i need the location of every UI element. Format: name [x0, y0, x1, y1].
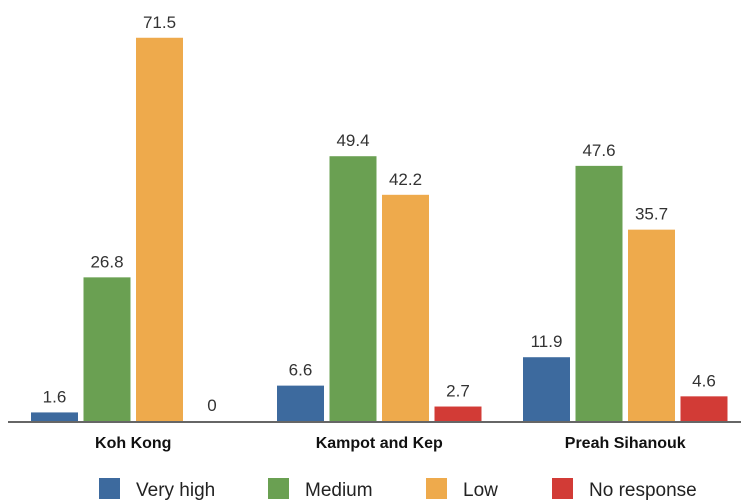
bars-layer — [31, 37, 728, 421]
data-label-preah-sihanouk-medium: 47.6 — [582, 141, 615, 160]
data-label-koh-kong-low: 71.5 — [143, 13, 176, 32]
bar-preah-sihanouk-very-high — [523, 357, 570, 421]
category-label-koh-kong: Koh Kong — [95, 435, 171, 452]
data-label-kampot-and-kep-medium: 49.4 — [336, 131, 369, 150]
legend: Very high Medium Low No response — [99, 478, 697, 501]
bar-koh-kong-very-high — [31, 412, 78, 421]
data-label-kampot-and-kep-very-high: 6.6 — [289, 361, 313, 380]
legend-swatch-low — [426, 478, 447, 499]
bar-preah-sihanouk-no-response — [680, 396, 728, 421]
data-labels-layer: 1.6 26.8 71.5 0 6.6 49.4 42.2 2.7 11.9 47.6 35.7 4.… — [43, 13, 716, 415]
bar-kampot-and-kep-very-high — [277, 385, 324, 421]
bar-preah-sihanouk-medium — [575, 165, 623, 421]
data-label-preah-sihanouk-no-response: 4.6 — [692, 371, 716, 390]
category-label-preah-sihanouk: Preah Sihanouk — [565, 435, 686, 452]
bar-koh-kong-medium — [83, 277, 131, 421]
legend-label-low: Low — [463, 480, 498, 501]
legend-swatch-no-response — [552, 478, 573, 499]
data-label-koh-kong-very-high: 1.6 — [43, 387, 67, 406]
bar-kampot-and-kep-low — [382, 194, 429, 421]
bar-koh-kong-low — [136, 37, 183, 421]
legend-label-very-high: Very high — [136, 480, 215, 501]
legend-swatch-medium — [268, 478, 289, 499]
data-label-kampot-and-kep-low: 42.2 — [389, 170, 422, 189]
data-label-kampot-and-kep-no-response: 2.7 — [446, 382, 470, 401]
data-label-preah-sihanouk-low: 35.7 — [635, 205, 668, 224]
legend-label-medium: Medium — [305, 480, 373, 501]
bar-kampot-and-kep-medium — [329, 156, 377, 421]
bar-kampot-and-kep-no-response — [434, 406, 482, 421]
category-label-kampot-and-kep: Kampot and Kep — [316, 435, 443, 452]
bar-preah-sihanouk-low — [628, 229, 675, 421]
category-labels: Koh Kong Kampot and Kep Preah Sihanouk — [95, 435, 686, 452]
data-label-koh-kong-medium: 26.8 — [90, 252, 123, 271]
legend-swatch-very-high — [99, 478, 120, 499]
legend-label-no-response: No response — [589, 480, 697, 501]
data-label-koh-kong-no-response: 0 — [207, 396, 216, 415]
data-label-preah-sihanouk-very-high: 11.9 — [531, 332, 563, 351]
